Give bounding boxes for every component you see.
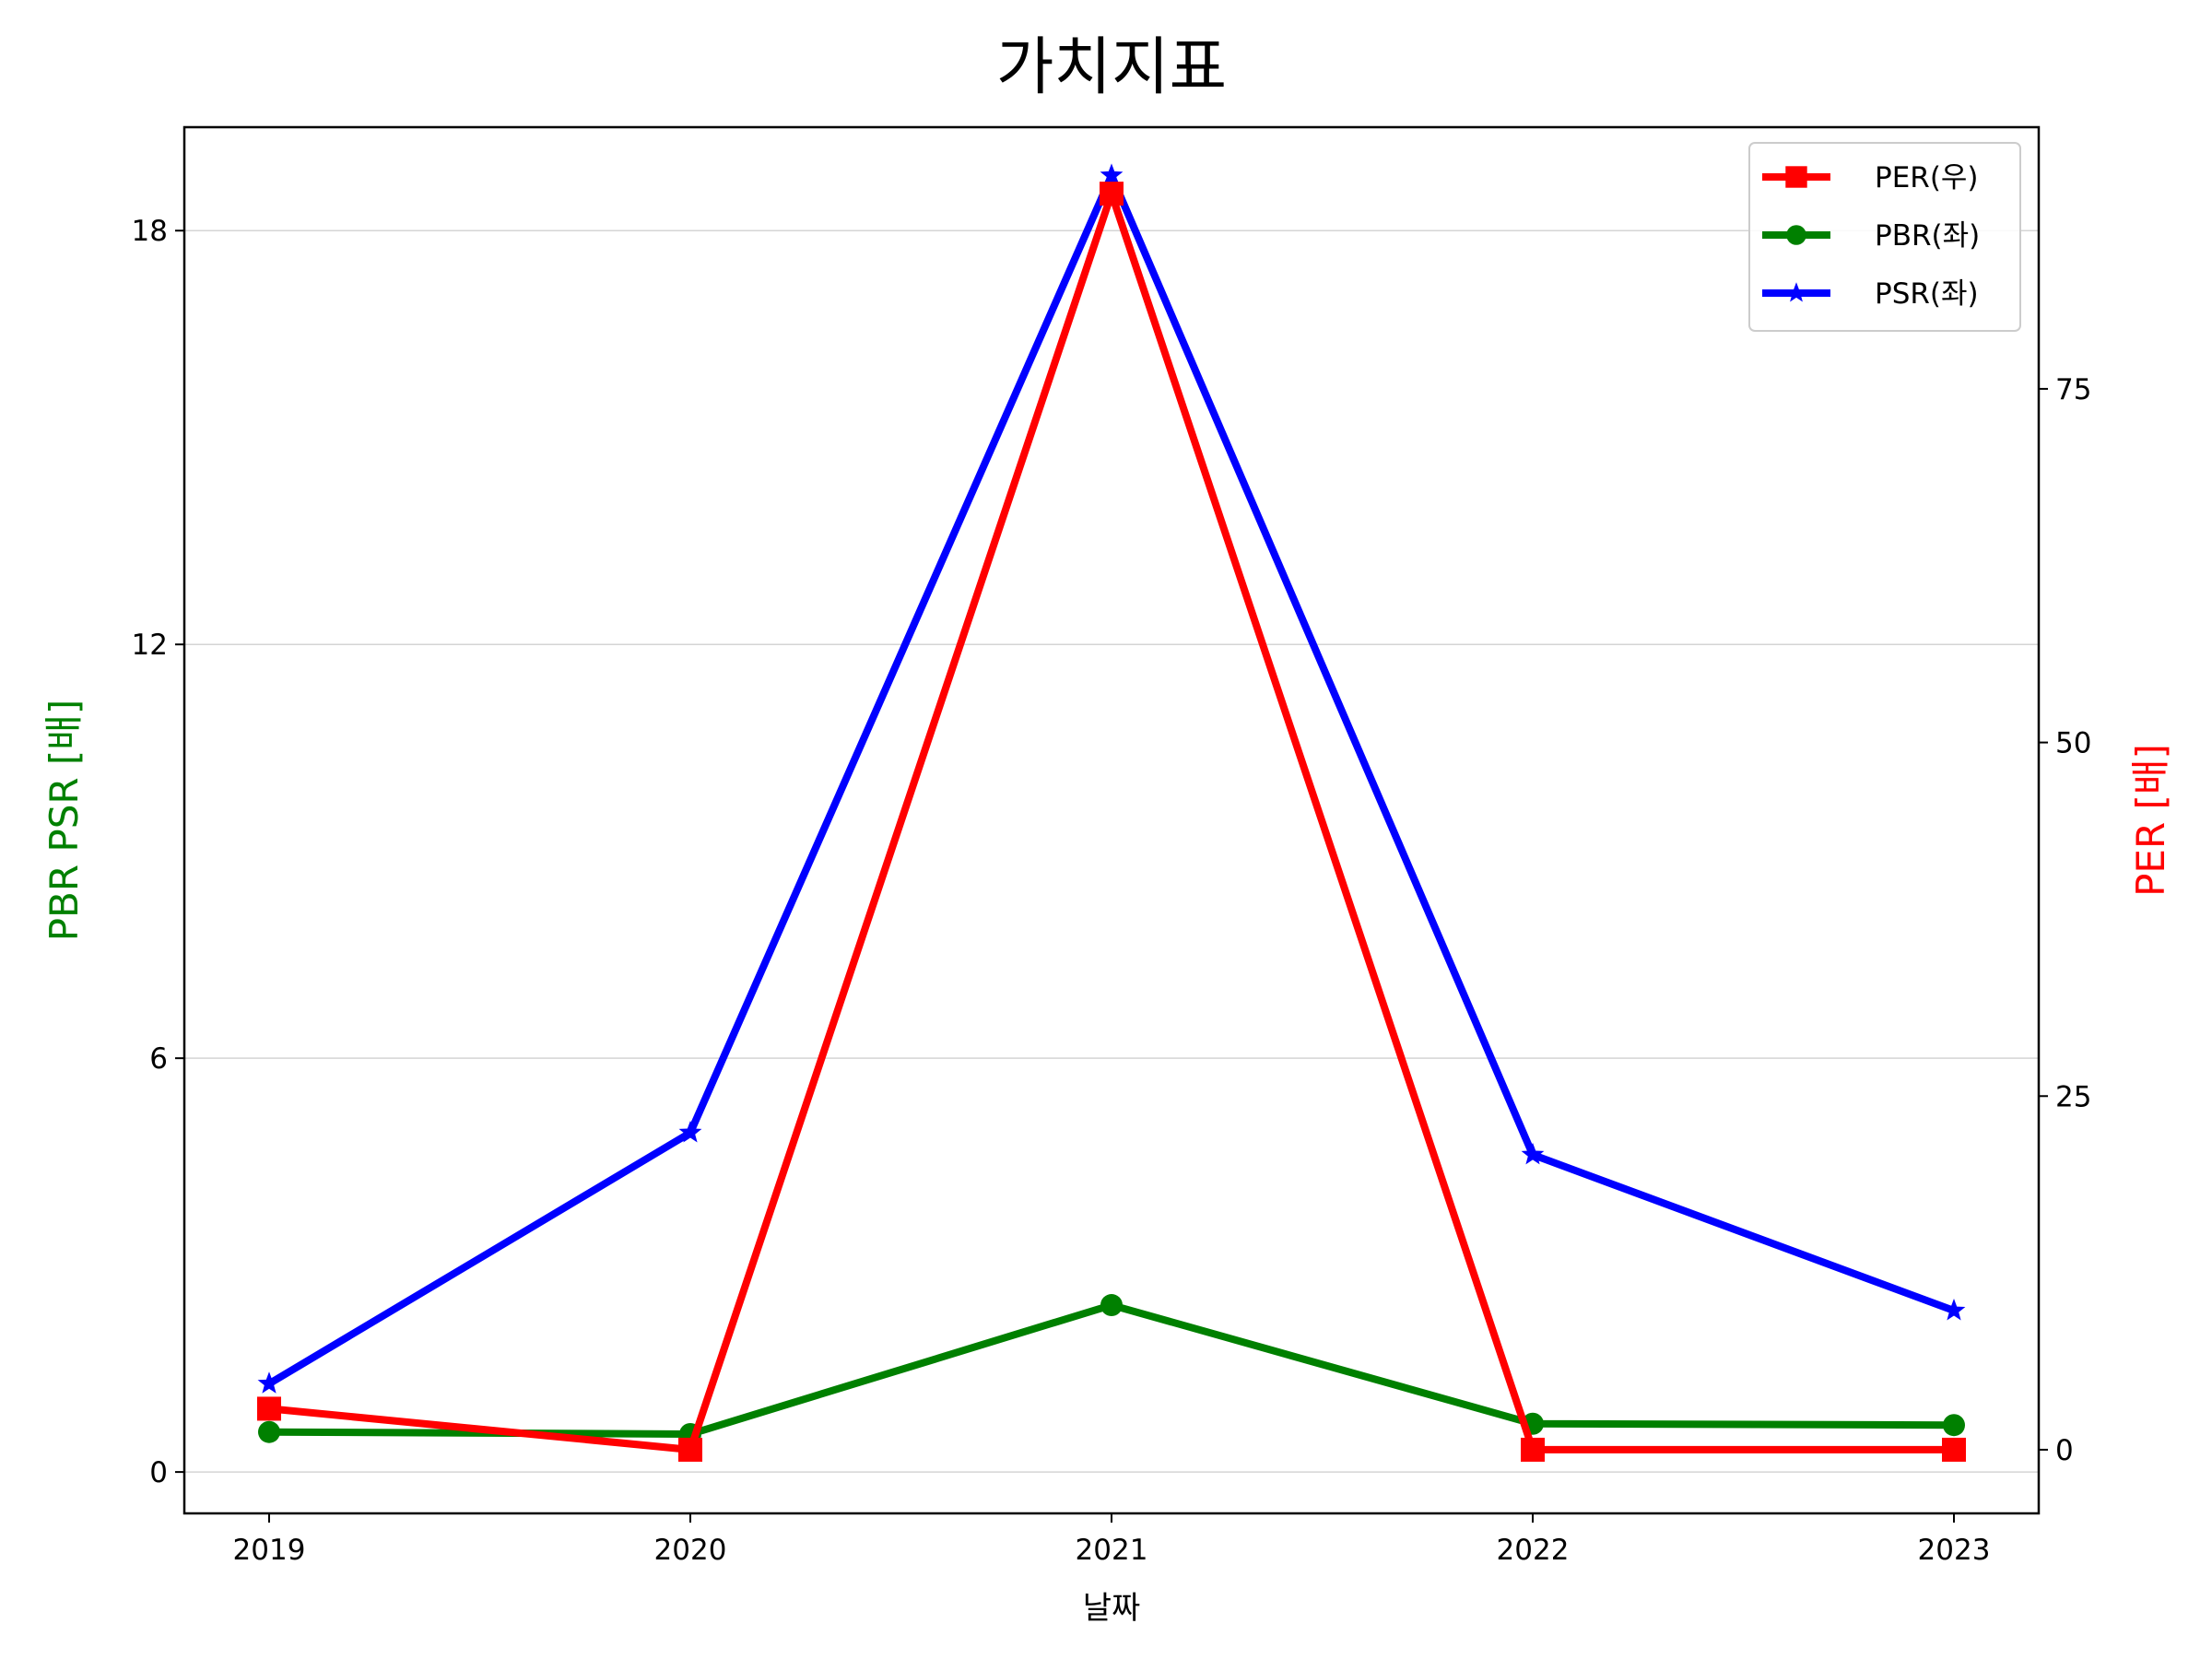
x-tick-label: 2021 xyxy=(1076,1534,1148,1567)
data-point-star xyxy=(678,1121,702,1143)
y-axis-left: 0 6 12 18 xyxy=(132,215,184,1489)
data-point-star xyxy=(257,1371,281,1394)
legend-entry: PER(우) xyxy=(1762,161,1979,194)
y-right-tick-label: 50 xyxy=(2055,727,2091,760)
y-left-tick-label: 6 xyxy=(149,1042,168,1076)
y-axis-right: 0 25 50 75 xyxy=(2039,373,2091,1467)
series-square xyxy=(257,182,1966,1462)
legend-label: PSR(좌) xyxy=(1875,277,1979,311)
data-point-square xyxy=(1942,1437,1966,1462)
y-left-tick-label: 0 xyxy=(149,1456,168,1489)
x-tick-label: 2020 xyxy=(654,1534,727,1567)
gridlines xyxy=(184,229,2039,1473)
data-point-circle xyxy=(1943,1414,1965,1437)
data-point-square xyxy=(678,1437,702,1462)
series-layer xyxy=(257,163,1966,1462)
data-point-star xyxy=(1100,163,1124,185)
data-point-star xyxy=(1942,1299,1966,1321)
data-point-circle xyxy=(1100,1294,1123,1317)
y-axis-left-label: PBR PSR [배] xyxy=(41,700,87,942)
legend-entry: PBR(좌) xyxy=(1762,219,1980,253)
x-axis-label: 날짜 xyxy=(1083,1590,1141,1627)
data-point-square xyxy=(1100,182,1124,206)
y-right-tick-label: 25 xyxy=(2055,1080,2091,1113)
legend-entry: PSR(좌) xyxy=(1762,277,1979,311)
x-axis: 2019 2020 2021 2022 2023 xyxy=(233,1513,1991,1567)
x-tick-label: 2019 xyxy=(233,1534,306,1567)
y-left-tick-label: 18 xyxy=(132,215,168,248)
chart-title: 가치지표 xyxy=(996,31,1227,104)
y-left-tick-label: 12 xyxy=(132,629,168,662)
legend-label: PBR(좌) xyxy=(1875,219,1980,253)
data-point-star xyxy=(1785,282,1807,302)
x-tick-label: 2022 xyxy=(1497,1534,1570,1567)
series-star xyxy=(257,163,1966,1394)
legend-box xyxy=(1748,142,2021,332)
y-right-tick-label: 0 xyxy=(2055,1434,2074,1467)
data-point-square xyxy=(1521,1437,1545,1462)
data-point-square xyxy=(257,1396,281,1421)
legend-label: PER(우) xyxy=(1875,161,1979,194)
data-point-star xyxy=(1521,1142,1545,1165)
y-axis-right-label: PER [배] xyxy=(2128,744,2173,897)
y-right-tick-label: 75 xyxy=(2055,373,2091,406)
data-point-circle xyxy=(258,1420,280,1443)
x-tick-label: 2023 xyxy=(1918,1534,1991,1567)
data-point-square xyxy=(1785,166,1807,188)
legend: PER(우) PBR(좌) PSR(좌) xyxy=(1748,142,2021,332)
data-point-circle xyxy=(1786,225,1806,245)
